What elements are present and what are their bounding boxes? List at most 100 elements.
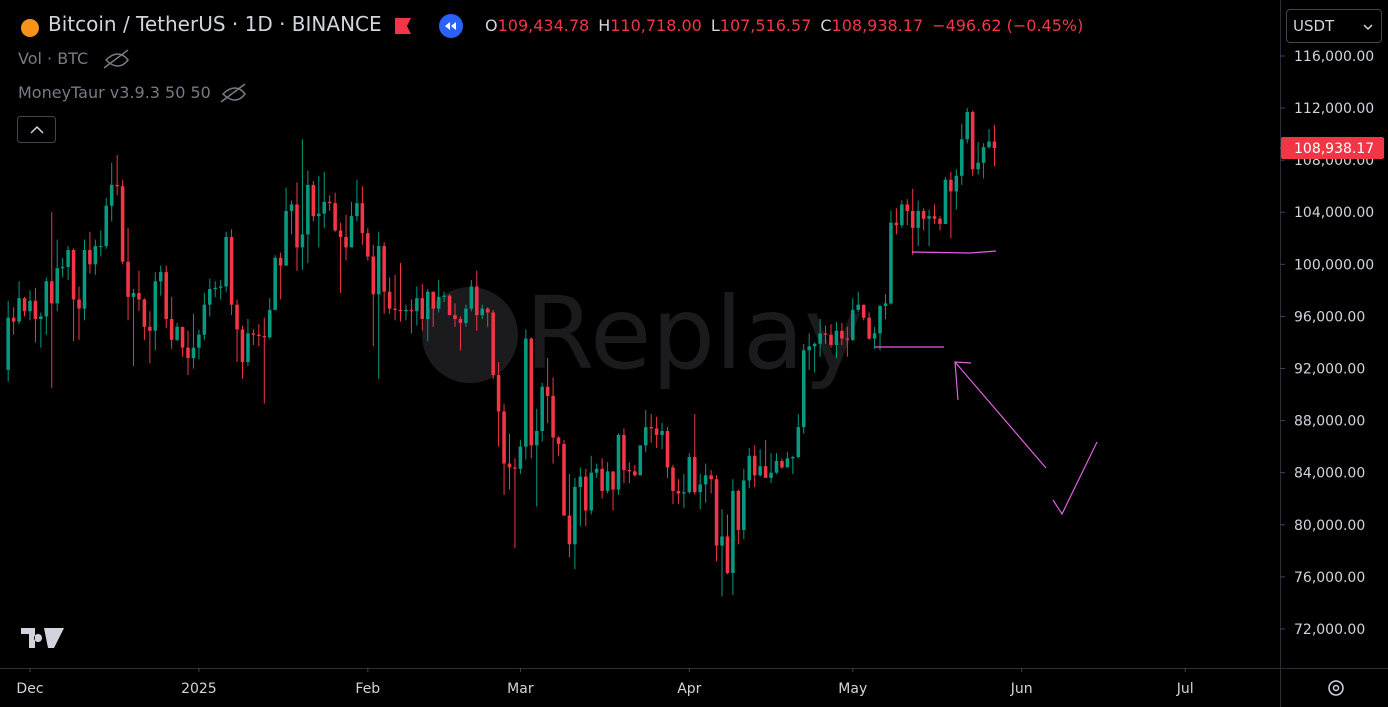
candle-body	[524, 338, 528, 447]
candle-body	[202, 304, 207, 335]
candle-body	[158, 272, 163, 282]
y-tick-label: 112,000.00	[1294, 101, 1374, 117]
candle-body	[44, 281, 49, 317]
change-value: −496.62 (−0.45%)	[932, 16, 1084, 35]
open-value: 109,434.78	[497, 16, 590, 35]
candle-body	[921, 210, 926, 219]
watermark-text: Replay	[525, 275, 863, 392]
candle-body	[311, 184, 316, 217]
candle-body	[464, 308, 468, 323]
candle-body	[218, 286, 223, 288]
settings-icon[interactable]	[1328, 680, 1344, 696]
hidden-icon[interactable]	[220, 83, 246, 103]
close-label: C	[820, 16, 832, 35]
candle-body	[965, 111, 969, 140]
candle-body	[300, 234, 305, 248]
candle-body	[115, 184, 119, 187]
candle-body	[33, 300, 38, 320]
candle-body	[333, 203, 337, 231]
candle-body	[387, 291, 392, 309]
candle-body	[567, 515, 572, 545]
candle-body	[180, 326, 185, 348]
candle-body	[682, 492, 686, 494]
candle-body	[605, 471, 610, 491]
collapse-icon	[30, 125, 44, 134]
candle-body	[306, 184, 310, 235]
candle-body	[355, 203, 359, 217]
candle-body	[344, 236, 348, 248]
candle-body	[812, 343, 817, 347]
candle-body	[785, 458, 790, 468]
candle-body	[436, 296, 441, 309]
candle-body	[229, 236, 234, 305]
candle-body	[763, 466, 768, 478]
candle-body	[55, 268, 59, 304]
x-tick-label: Jul	[1176, 681, 1194, 697]
y-tick-label: 88,000.00	[1294, 414, 1365, 430]
candle-body	[496, 375, 501, 412]
candle-body	[120, 186, 125, 262]
candle-body	[883, 303, 888, 307]
candle-body	[6, 317, 10, 370]
collapse-button[interactable]	[17, 116, 56, 143]
candle-body	[28, 300, 32, 312]
candle-body	[954, 175, 959, 192]
hidden-icon[interactable]	[103, 49, 129, 69]
candle-body	[731, 490, 735, 573]
candle-body	[796, 427, 801, 458]
candle-body	[720, 536, 724, 546]
x-tick-label: May	[838, 681, 867, 697]
watermark: Replay	[422, 275, 863, 392]
candle-body	[49, 281, 54, 304]
candle-body	[425, 291, 430, 320]
candle-body	[453, 315, 457, 320]
candle-body	[769, 472, 773, 478]
y-tick-label: 96,000.00	[1294, 309, 1365, 325]
candle-body	[442, 295, 446, 297]
candle-body	[660, 431, 664, 435]
candle-body	[137, 292, 141, 300]
candle-body	[627, 470, 632, 472]
last-price-label: 108,938.17	[1294, 141, 1374, 157]
indicator-label[interactable]: MoneyTaur v3.9.3 50 50	[18, 83, 211, 102]
low-value: 107,516.57	[719, 16, 812, 35]
drawings	[875, 250, 1098, 516]
candle-body	[556, 437, 561, 445]
candle-body	[66, 250, 70, 267]
indicator-label[interactable]: Vol · BTC	[18, 49, 89, 68]
candle-body	[703, 475, 708, 485]
candle-body	[829, 334, 833, 346]
candle-body	[736, 490, 741, 530]
close-value: 108,938.17	[831, 16, 924, 35]
candle-body	[932, 216, 937, 219]
candle-body	[851, 309, 855, 340]
candle-body	[573, 487, 577, 545]
candle-body	[714, 479, 719, 546]
currency-select[interactable]: USDT	[1286, 9, 1382, 43]
candle-body	[131, 292, 136, 297]
candle-body	[938, 218, 942, 224]
candle-body	[807, 346, 811, 351]
candle-body	[861, 304, 866, 318]
candle-body	[458, 319, 463, 323]
candle-body	[534, 431, 539, 446]
candle-body	[894, 222, 899, 226]
candle-body	[431, 291, 435, 309]
candle-body	[987, 141, 991, 148]
candle-body	[578, 476, 583, 488]
candle-body	[818, 333, 822, 344]
candle-body	[278, 257, 283, 266]
candle-body	[981, 147, 986, 163]
candle-body	[213, 287, 218, 290]
candle-body	[142, 299, 147, 327]
replay-icon-glyph	[445, 22, 456, 30]
candle-body	[11, 317, 16, 322]
x-tick-label: Feb	[355, 681, 380, 697]
candle-body	[665, 431, 670, 468]
candle-body	[366, 233, 370, 257]
flag-icon[interactable]	[395, 18, 411, 34]
open-label: O	[485, 16, 498, 35]
candle-body	[82, 250, 87, 309]
candle-body	[976, 162, 980, 170]
